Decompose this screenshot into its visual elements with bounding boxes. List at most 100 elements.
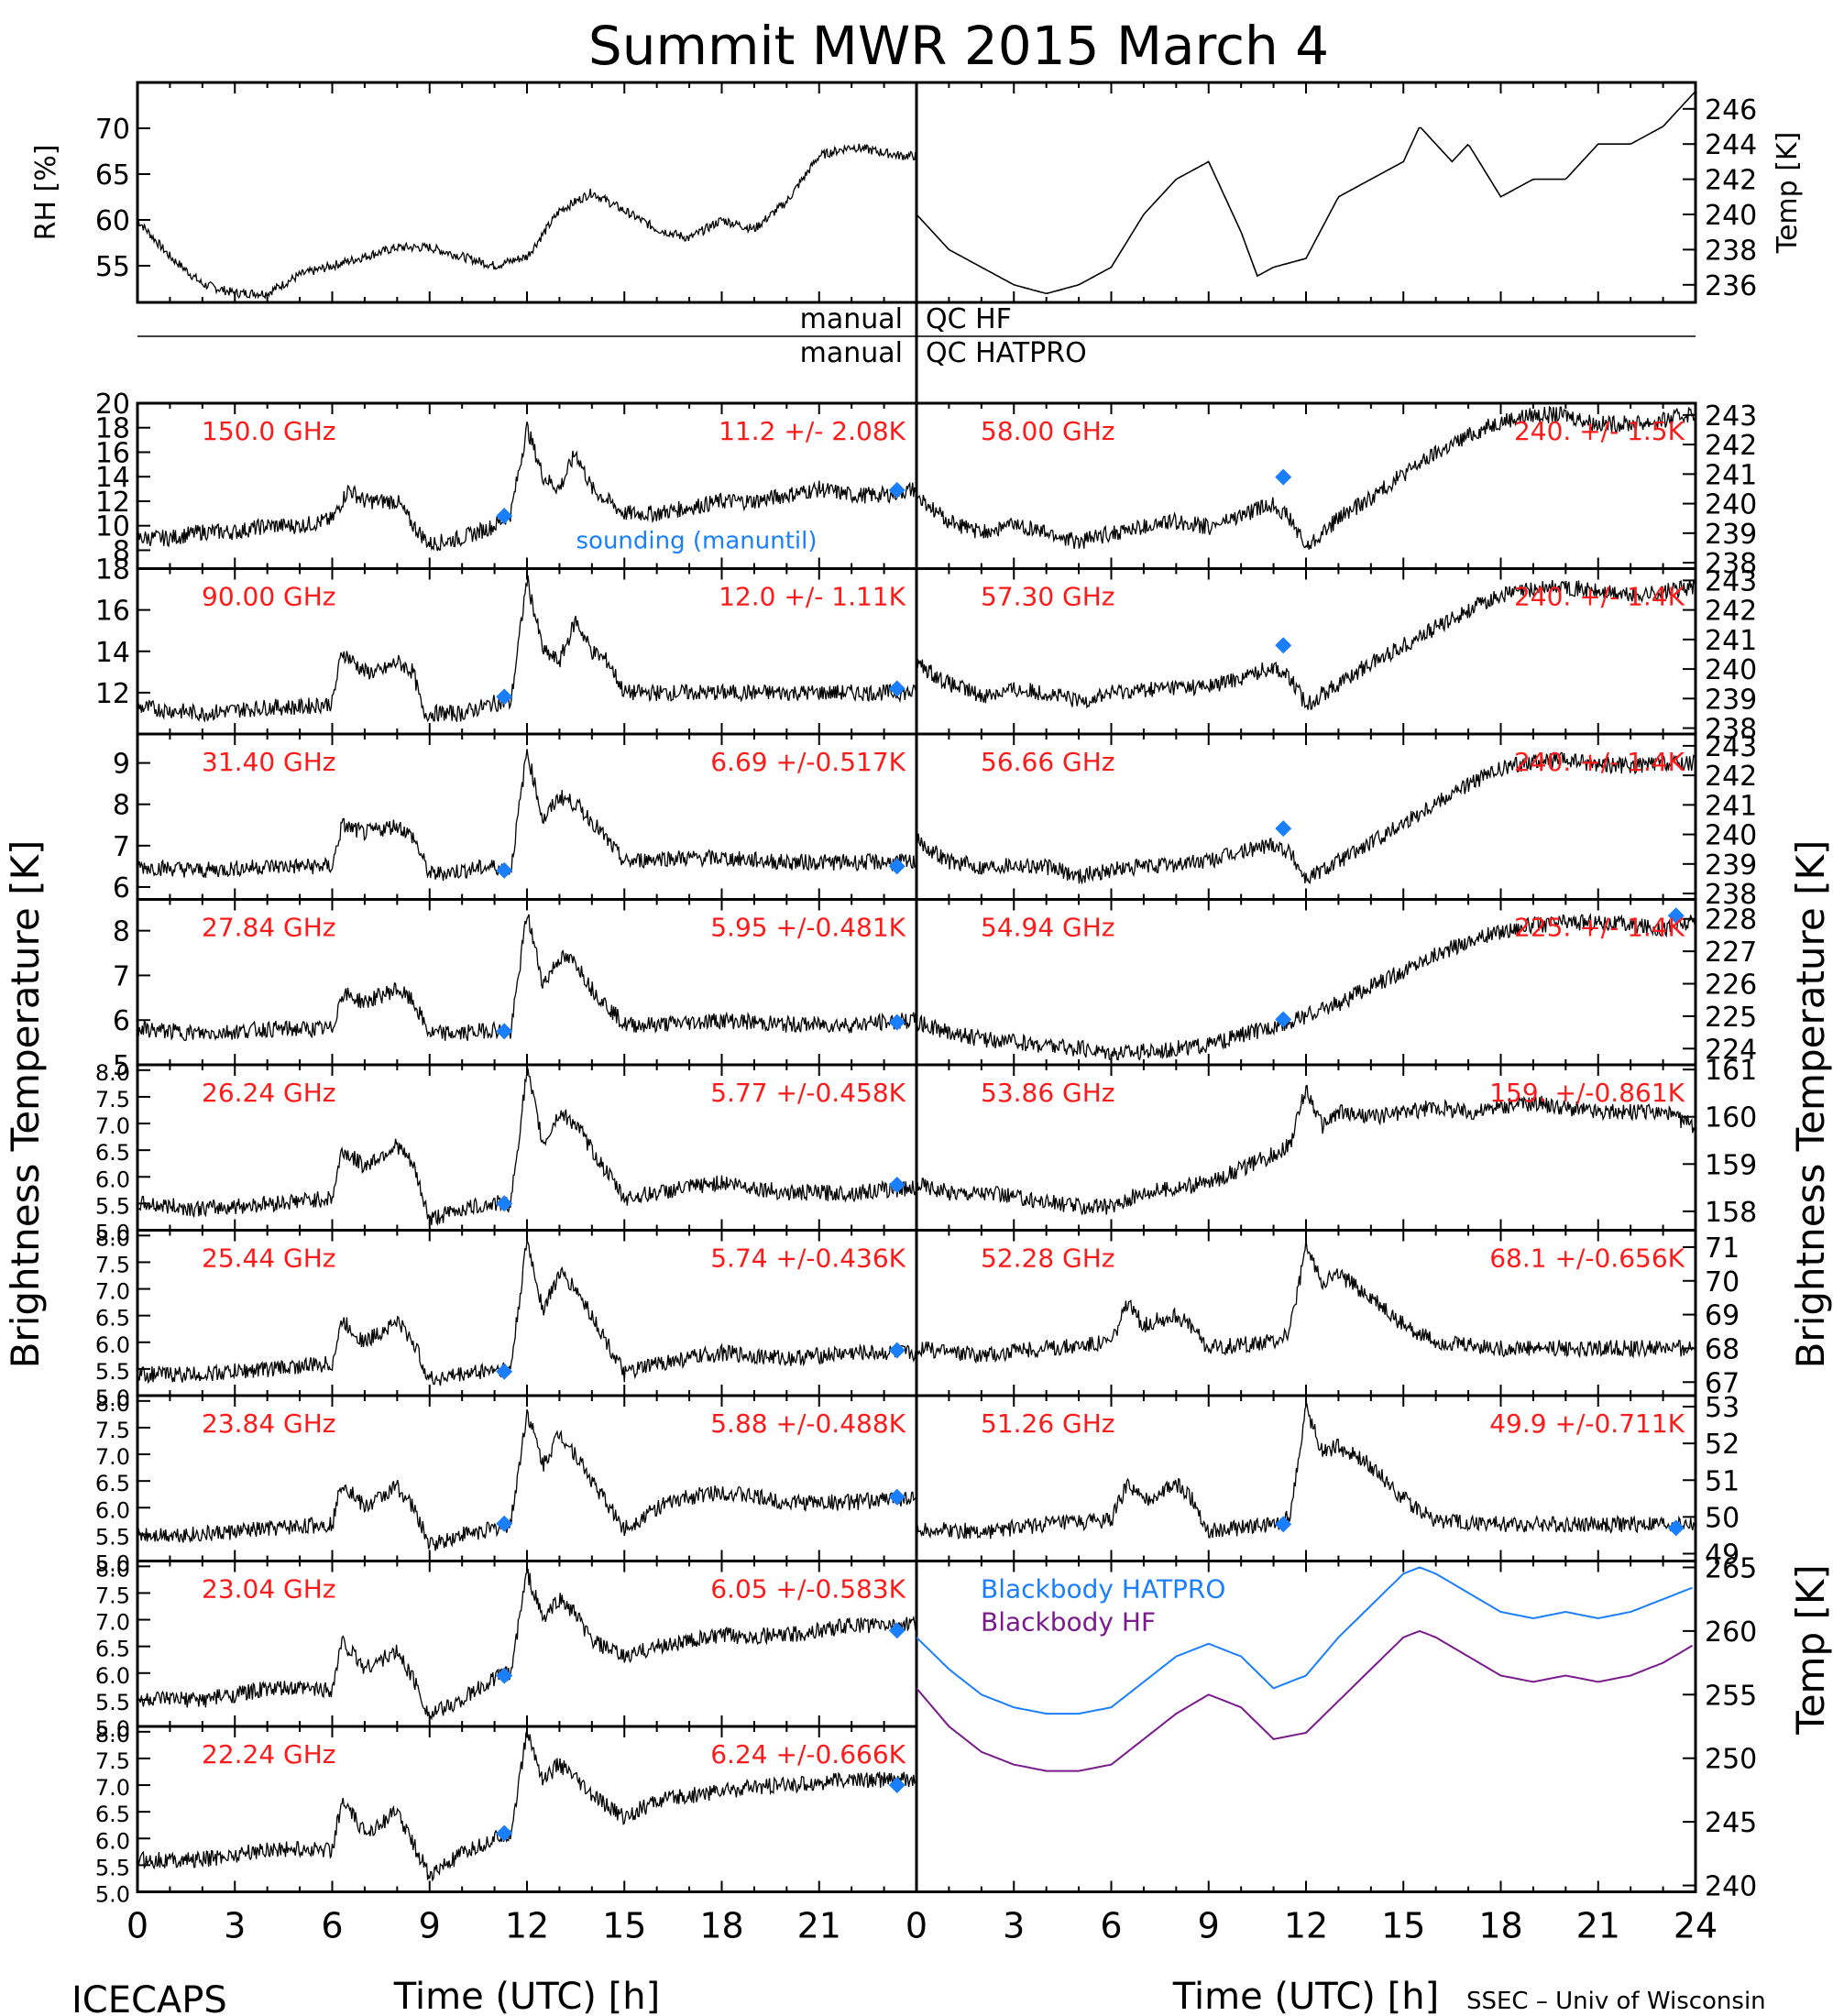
y-tick-label: 8.0: [95, 1225, 130, 1251]
trace-23.04: [137, 1568, 916, 1721]
sounding-marker: [888, 1013, 906, 1031]
qc-label-hatpro: QC HATPRO: [926, 337, 1087, 369]
trace-25.44: [137, 1239, 916, 1386]
plot-area: [916, 405, 1696, 550]
channel-stats: 5.88 +/-0.488K: [710, 1408, 906, 1439]
y-tick-label: 6.0: [95, 1828, 130, 1854]
channel-label: 22.24 GHz: [202, 1739, 336, 1769]
sounding-marker: [496, 1023, 513, 1040]
panel-blackbody: 240 245 250 255 260 265 Blackbody HATPROBlackb…: [915, 1552, 1757, 1903]
y-tick-label: 240: [1705, 820, 1757, 852]
sounding-marker: [1667, 907, 1685, 925]
channel-stats: 6.05 +/-0.583K: [710, 1574, 906, 1605]
series-hatpro-line: [916, 1566, 1693, 1715]
channel-label: 26.24 GHz: [202, 1078, 336, 1108]
trace-150.00: [137, 422, 916, 552]
y-tick-label: 6.5: [95, 1637, 130, 1662]
y-tick-label: 242: [1705, 430, 1757, 462]
y-tick-label: 5.0: [95, 1551, 130, 1577]
plot-area: [916, 913, 1696, 1061]
sounding-marker: [888, 1488, 906, 1506]
y-tick-label: 16: [95, 437, 130, 469]
trace-26.24: [137, 1068, 916, 1226]
x-tick-label-left: 18: [699, 1906, 743, 1946]
y-tick-label: 158: [1705, 1197, 1757, 1229]
y-tick-label: 52: [1705, 1429, 1740, 1461]
y-tick-label: 240: [1705, 1871, 1757, 1903]
y-tick-label: 9: [113, 749, 130, 781]
x-tick-label-left: 3: [224, 1906, 246, 1946]
sounding-marker: [496, 861, 513, 879]
y-tick-label: 8.0: [95, 1391, 130, 1417]
trace-54.94: [916, 913, 1696, 1061]
x-tick-label-left: 6: [321, 1906, 343, 1946]
y-tick-label: 55: [95, 251, 130, 283]
y-tick-label: 18: [95, 413, 130, 445]
x-tick-label-right: 24: [1674, 1906, 1718, 1946]
x-tick-label-right: 3: [1003, 1906, 1025, 1946]
y-tick-label: 8.0: [95, 1060, 130, 1086]
y-tick-label: 250: [1705, 1744, 1757, 1776]
sounding-marker: [496, 688, 513, 706]
y-tick-label: 241: [1705, 459, 1757, 491]
channel-stats: 49.9 +/-0.711K: [1489, 1408, 1685, 1439]
footer-icecaps: ICECAPS: [71, 1979, 227, 2016]
plot-area: [916, 579, 1696, 710]
y-tick-label: 60: [95, 205, 130, 237]
y-tick-label: 5.0: [95, 1386, 130, 1411]
channel-label: 150.0 GHz: [202, 416, 336, 446]
channel-label: 90.00 GHz: [202, 582, 336, 612]
channel-label: 57.30 GHz: [981, 582, 1115, 612]
y-tick-label: 6.5: [95, 1802, 130, 1827]
channel-stats: 5.95 +/-0.481K: [710, 913, 906, 943]
y-tick-label: 243: [1705, 400, 1757, 433]
y-tick-label: 6.5: [95, 1471, 130, 1496]
x-axis-label-right: Time (UTC) [h]: [1172, 1976, 1439, 2016]
y-tick-label: 243: [1705, 731, 1757, 763]
x-tick-layer: 0 3 6 9 12 15 18 21 0 3 6 9 12 15 18 21 24: [126, 1906, 1718, 1946]
y-tick-label: 51: [1705, 1465, 1740, 1497]
trace-temp: [916, 91, 1696, 295]
y-tick-label: 6.0: [95, 1332, 130, 1358]
y-tick-label: 242: [1705, 165, 1757, 197]
trace-rh: [137, 143, 916, 300]
channel-stats: 240. +/- 1.5K: [1514, 416, 1685, 446]
x-axis-label-left: Time (UTC) [h]: [393, 1976, 660, 2016]
y-tick-label: 5.0: [95, 1221, 130, 1246]
plot-area: [137, 1408, 916, 1551]
chart-title: Summit MWR 2015 March 4: [588, 15, 1329, 77]
y-tick-label: 7: [113, 960, 130, 992]
y-tick-label: 5.5: [95, 1524, 130, 1550]
footer-ssec: SSEC – Univ of Wisconsin: [1466, 1988, 1766, 2015]
y-tick-label: 238: [1705, 548, 1757, 580]
y-tick-label: 6.0: [95, 1167, 130, 1192]
plot-area: [137, 422, 916, 552]
channel-stats: 6.69 +/-0.517K: [710, 747, 906, 777]
y-tick-label: 6: [113, 1005, 130, 1037]
y-tick-label: 12: [95, 678, 130, 710]
y-tick-label: 16: [95, 596, 130, 628]
trace-90.00: [137, 575, 916, 723]
blackbody-temp-label: Temp [K]: [1788, 1564, 1833, 1736]
sounding-marker: [888, 1777, 906, 1794]
left-side-label: Brightness Temperature [K]: [3, 840, 48, 1369]
plot-area: [137, 1568, 916, 1721]
channel-label: 27.84 GHz: [202, 913, 336, 943]
right-side-label: Brightness Temperature [K]: [1788, 840, 1833, 1369]
x-tick-label-left: 21: [797, 1906, 841, 1946]
y-tick-label: 53: [1705, 1392, 1740, 1424]
y-tick-label: 242: [1705, 596, 1757, 628]
sounding-marker: [496, 1667, 513, 1684]
y-tick-label: 8: [113, 790, 130, 822]
y-tick-label: 240: [1705, 654, 1757, 686]
trace-57.30: [916, 579, 1696, 710]
channel-stats: 12.0 +/- 1.11K: [719, 582, 906, 612]
y-tick-label: 6.0: [95, 1497, 130, 1523]
y-tick-label: 70: [95, 114, 130, 146]
y-tick-label: 227: [1705, 937, 1757, 969]
sounding-marker: [888, 1622, 906, 1639]
